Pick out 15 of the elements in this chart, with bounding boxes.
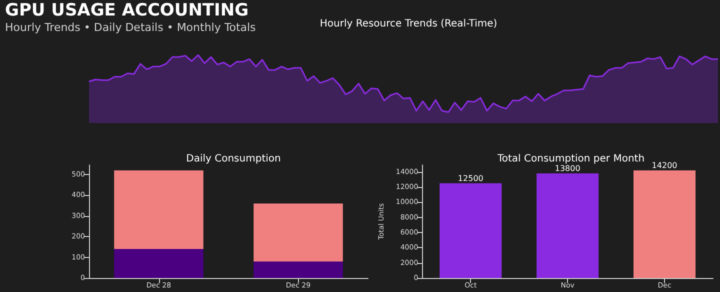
bar bbox=[254, 261, 343, 278]
bar bbox=[114, 249, 204, 278]
bar bbox=[114, 170, 204, 250]
data-label: 13800 bbox=[554, 164, 580, 173]
text: GPU USAGE ACCOUNTING bbox=[5, 0, 249, 20]
data-label: 14200 bbox=[652, 160, 678, 170]
data-label: 12500 bbox=[458, 174, 484, 183]
chart-title: Hourly Resource Trends (Real-Time) bbox=[320, 18, 498, 30]
bar bbox=[634, 170, 696, 278]
bar bbox=[536, 173, 599, 278]
bar bbox=[254, 203, 343, 262]
text: Hourly Trends • Daily Details • Monthly Totals bbox=[5, 21, 256, 34]
bar bbox=[440, 183, 502, 278]
chart-title: Total Consumption per Month bbox=[496, 154, 645, 164]
chart-title: Daily Consumption bbox=[186, 154, 281, 164]
